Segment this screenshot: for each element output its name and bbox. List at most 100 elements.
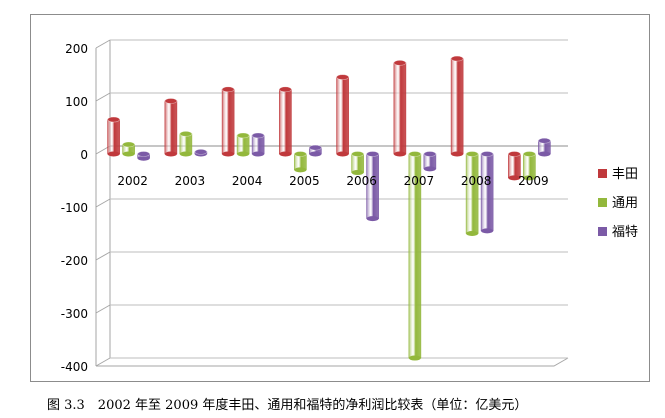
bar	[164, 98, 178, 157]
bar	[137, 151, 150, 161]
bar	[480, 151, 494, 234]
bar	[107, 116, 120, 157]
bar-base	[279, 151, 292, 157]
bar-base	[481, 228, 494, 234]
bar-cap	[423, 151, 437, 157]
x-tick-label: 2006	[346, 174, 377, 188]
bar-cap	[294, 151, 307, 157]
y-tick-label: 200	[65, 42, 88, 56]
bar-body	[221, 89, 235, 155]
bar	[294, 151, 307, 173]
x-tick-label: 2009	[518, 174, 549, 188]
bar-base	[164, 151, 177, 157]
legend-swatch	[598, 169, 607, 178]
bar-body	[450, 58, 464, 155]
bar-body	[179, 133, 193, 155]
bar	[194, 149, 208, 157]
bar	[336, 74, 349, 157]
y-tick-label: -400	[61, 360, 88, 374]
bar-body	[164, 100, 178, 155]
net-profit-chart: 200 100 0 -100 -200 -300 -400 2002 2003 2004 2005…	[61, 39, 638, 374]
bar-base	[393, 151, 406, 157]
bar	[450, 55, 464, 157]
x-tick-label: 2004	[232, 174, 263, 188]
bar-cap	[251, 132, 265, 139]
bar	[279, 86, 292, 157]
gridline-depth	[95, 92, 111, 102]
bar-base	[508, 175, 521, 181]
bar-cap	[523, 151, 536, 157]
bar	[351, 151, 364, 176]
y-tick-label: -200	[61, 254, 88, 268]
x-tick-label: 2005	[289, 174, 320, 188]
bar-base	[137, 155, 150, 161]
bar-body	[107, 119, 120, 155]
bar-body	[393, 62, 407, 155]
bar-cap	[480, 151, 494, 157]
bar	[122, 141, 135, 157]
y-tick-label: 100	[65, 95, 88, 109]
bar-base	[366, 216, 379, 222]
bar	[423, 151, 437, 172]
bar-base	[466, 231, 479, 236]
x-tick-label: 2002	[117, 174, 148, 188]
bar-base	[179, 151, 192, 157]
floor-edge	[96, 357, 569, 367]
gridline-depth	[95, 357, 111, 367]
x-tick-label: 2008	[461, 174, 492, 188]
bar-cap	[450, 55, 464, 62]
bar-cap	[508, 151, 521, 157]
y-tick-label: 0	[80, 148, 88, 162]
bar-base	[107, 151, 120, 157]
legend-label: 福特	[612, 225, 638, 240]
bar	[523, 151, 536, 181]
bar	[538, 137, 551, 157]
bar-base	[523, 175, 536, 181]
bar-cap	[336, 74, 349, 80]
bar-base	[351, 170, 364, 176]
y-axis-ticks: 200 100 0 -100 -200 -300 -400	[61, 42, 88, 374]
figure-caption: 图 3.3 2002 年至 2009 年度丰田、通用和福特的净利润比较表（单位：…	[47, 398, 528, 413]
bar	[309, 144, 322, 157]
gridline-depth	[95, 251, 111, 261]
bar-cap	[122, 141, 135, 148]
bar-base	[538, 151, 551, 157]
bar-base	[252, 151, 265, 157]
bar	[393, 60, 407, 157]
bar	[251, 132, 265, 157]
bar-cap	[107, 116, 120, 123]
x-axis-ticks: 2002 2003 2004 2005 2006 2007 2008 2009	[117, 174, 548, 188]
bar-cap	[351, 151, 364, 157]
bar-body	[465, 153, 479, 234]
x-tick-label: 2003	[175, 174, 206, 188]
x-tick-label: 2007	[404, 174, 435, 188]
bar-cap	[236, 132, 250, 139]
bar-cap	[137, 151, 150, 157]
bar-cap	[465, 151, 479, 157]
bar	[508, 151, 521, 181]
bar-base	[222, 151, 235, 157]
y-tick-label: -100	[61, 201, 88, 215]
bar-base	[237, 151, 250, 157]
gridline-depth	[95, 304, 111, 314]
bar-cap	[179, 131, 193, 137]
bar-base	[451, 151, 464, 157]
y-tick-label: -300	[61, 307, 88, 321]
bar-base	[294, 167, 307, 173]
bar-cap	[164, 98, 178, 104]
bar	[236, 132, 250, 157]
bar-cap	[279, 86, 292, 93]
bar-base	[423, 166, 436, 172]
bar	[366, 151, 379, 222]
bar-cap	[538, 137, 551, 144]
bar-layer	[107, 55, 551, 361]
bar-body	[480, 153, 494, 232]
bar-base	[122, 151, 135, 157]
grid-layer	[95, 39, 569, 367]
bar-body	[279, 89, 292, 155]
bar-body	[336, 76, 349, 155]
legend-label: 丰田	[612, 167, 638, 182]
bar-cap	[194, 149, 208, 155]
bar	[221, 86, 235, 157]
